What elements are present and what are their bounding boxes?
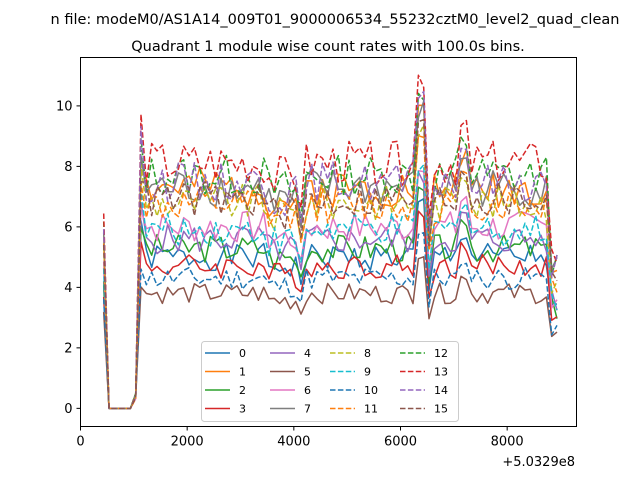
legend-label-10: 10 (364, 384, 378, 397)
legend-label-13: 13 (434, 366, 448, 379)
series-line-14 (102, 90, 558, 410)
y-tick-label: 4 (64, 281, 72, 296)
series-line-5 (102, 256, 558, 410)
legend-label-6: 6 (304, 384, 311, 397)
series-line-12 (102, 92, 558, 410)
y-tick-label: 10 (56, 99, 73, 114)
chart-title: Quadrant 1 module wise count rates with … (131, 39, 525, 55)
series-line-13 (102, 74, 558, 410)
legend-label-8: 8 (364, 347, 371, 360)
x-offset-label: +5.0329e8 (502, 455, 575, 470)
legend-label-15: 15 (434, 403, 448, 416)
y-tick-label: 6 (64, 220, 72, 235)
series-line-7 (102, 100, 558, 410)
x-tick-label: 0 (76, 435, 84, 450)
series-line-8 (102, 124, 558, 410)
series-line-9 (102, 164, 558, 410)
y-tick-label: 2 (64, 341, 72, 356)
legend-label-0: 0 (239, 347, 246, 360)
series-line-15 (102, 118, 558, 410)
series-line-11 (102, 135, 558, 410)
legend-label-3: 3 (239, 403, 246, 416)
legend-label-12: 12 (434, 347, 448, 360)
legend-label-9: 9 (364, 366, 371, 379)
y-axis: 0 2 4 6 8 10 (56, 99, 81, 417)
plot-area (102, 74, 558, 410)
series-line-6 (102, 170, 558, 410)
legend-label-7: 7 (304, 403, 311, 416)
legend-label-14: 14 (434, 384, 448, 397)
legend-label-11: 11 (364, 403, 378, 416)
y-tick-label: 0 (64, 402, 72, 417)
legend-label-2: 2 (239, 384, 246, 397)
x-tick-label: 8000 (491, 435, 524, 450)
series-line-4 (102, 171, 558, 410)
x-tick-label: 2000 (171, 435, 204, 450)
legend-box (201, 341, 459, 422)
x-axis: 0 2000 4000 6000 8000 (76, 426, 524, 450)
series-line-10 (102, 231, 558, 410)
x-tick-label: 6000 (384, 435, 417, 450)
axes-frame (80, 57, 577, 427)
series-line-3 (102, 210, 558, 410)
y-tick-label: 8 (64, 160, 72, 175)
figure-suptitle: n file: modeM0/AS1A14_009T01_9000006534_… (51, 12, 620, 28)
x-tick-label: 4000 (277, 435, 310, 450)
legend-label-4: 4 (304, 347, 311, 360)
legend-label-1: 1 (239, 366, 246, 379)
legend-label-5: 5 (304, 366, 311, 379)
